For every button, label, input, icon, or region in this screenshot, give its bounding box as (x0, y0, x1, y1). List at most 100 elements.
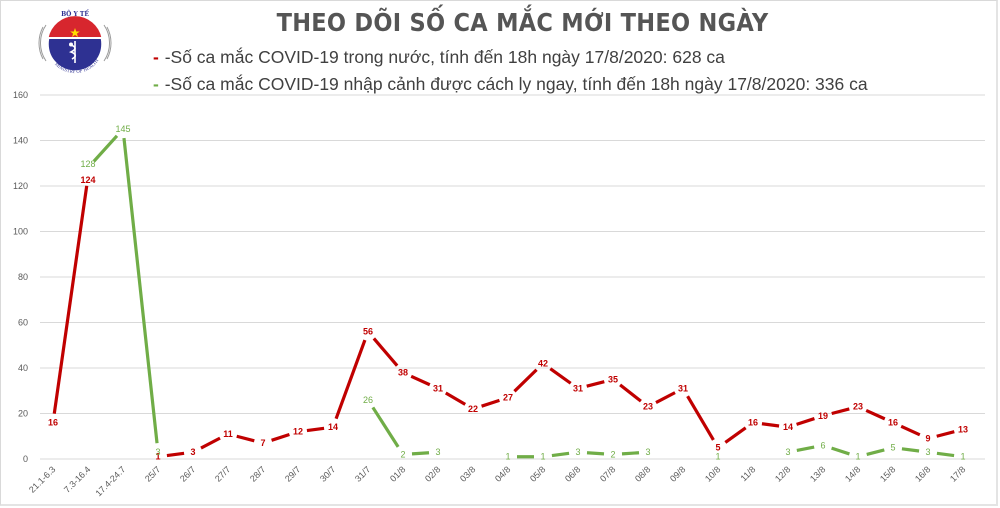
domestic-data-label: 14 (328, 422, 338, 432)
x-tick-label: 7.3-16.4 (62, 464, 92, 494)
imported-data-label: 2 (610, 449, 615, 459)
domestic-line-segment (619, 383, 642, 403)
legend-item-imported: - -Số ca mắc COVID-19 nhập cảnh được các… (153, 74, 868, 95)
domestic-line-segment (586, 380, 605, 388)
x-tick-label: 27/7 (213, 464, 232, 483)
imported-data-label: 2 (400, 449, 405, 459)
domestic-data-label: 19 (818, 411, 828, 421)
domestic-data-label: 11 (223, 429, 233, 439)
imported-line-segment (866, 448, 885, 457)
imported-data-label: 6 (820, 440, 825, 450)
domestic-data-label: 31 (573, 383, 583, 393)
imported-data-label: 5 (890, 443, 895, 453)
x-tick-label: 31/7 (353, 464, 372, 483)
imported-data-label: 3 (575, 447, 580, 457)
x-tick-label: 15/8 (878, 464, 897, 483)
imported-line-segment (122, 137, 159, 444)
x-tick-label: 06/8 (563, 464, 582, 483)
domestic-data-label: 5 (715, 443, 720, 453)
domestic-data-label: 13 (958, 424, 968, 434)
x-tick-label: 02/8 (423, 464, 442, 483)
chart-title: THEO DÕI SỐ CA MẮC MỚI THEO NGÀY (276, 8, 769, 37)
domestic-line-segment (236, 434, 255, 443)
y-tick-label: 80 (18, 272, 28, 282)
imported-line-segment (371, 406, 400, 448)
gridlines (40, 94, 985, 460)
x-tick-label: 05/8 (528, 464, 547, 483)
x-tick-label: 21.1-6.3 (27, 464, 57, 494)
y-tick-label: 20 (18, 409, 28, 419)
domestic-data-label: 16 (888, 418, 898, 428)
x-tick-label: 01/8 (388, 464, 407, 483)
imported-data-label: 1 (960, 452, 965, 462)
domestic-line-segment (549, 367, 572, 385)
imported-data-label: 3 (155, 447, 160, 457)
domestic-line-segment (372, 337, 399, 367)
imported-data-label: 3 (925, 447, 930, 457)
domestic-line-segment (481, 398, 500, 408)
domestic-line-segment (306, 426, 325, 433)
domestic-data-label: 38 (398, 368, 408, 378)
x-tick-label: 04/8 (493, 464, 512, 483)
imported-line-segment (901, 447, 920, 453)
domestic-data-label: 35 (608, 374, 618, 384)
domestic-data-label: 3 (190, 447, 195, 457)
x-tick-label: 09/8 (668, 464, 687, 483)
imported-data-label: 1 (855, 452, 860, 462)
domestic-line-segment (936, 430, 955, 438)
imported-data-label: 1 (715, 452, 720, 462)
imported-data-label: 3 (645, 447, 650, 457)
x-tick-label: 12/8 (773, 464, 792, 483)
imported-data-label: 3 (435, 447, 440, 457)
series-lines (52, 134, 955, 459)
x-tick-label: 17.4-24.7 (93, 464, 127, 498)
imported-line-segment (411, 451, 430, 456)
imported-data-label: 26 (363, 395, 373, 405)
x-tick-label: 08/8 (633, 464, 652, 483)
domestic-data-label: 12 (293, 427, 303, 437)
x-tick-label: 14/8 (843, 464, 862, 483)
x-tick-label: 16/8 (913, 464, 932, 483)
caduceus-icon (68, 41, 77, 63)
y-tick-label: 60 (18, 318, 28, 328)
x-tick-label: 28/7 (248, 464, 267, 483)
domestic-line-segment (444, 391, 467, 406)
y-tick-label: 160 (13, 90, 28, 100)
y-tick-label: 140 (13, 136, 28, 146)
domestic-line-segment (513, 368, 538, 393)
x-tick-label: 26/7 (178, 464, 197, 483)
legend-item-domestic: - -Số ca mắc COVID-19 trong nước, tính đ… (153, 47, 725, 68)
imported-line-segment (621, 451, 640, 456)
y-tick-label: 120 (13, 181, 28, 191)
legend-marker-domestic: - (153, 47, 164, 67)
domestic-data-label: 42 (538, 358, 548, 368)
ministry-of-health-logo: BỘ Y TẾ MINISTRY OF HEALTH (38, 10, 112, 74)
domestic-line-segment (686, 395, 715, 441)
imported-data-label: 3 (785, 447, 790, 457)
domestic-data-label: 14 (783, 422, 793, 432)
domestic-data-label: 23 (643, 402, 653, 412)
domestic-line-segment (166, 451, 185, 458)
domestic-data-label: 22 (468, 404, 478, 414)
x-tick-label: 07/8 (598, 464, 617, 483)
x-tick-label: 17/8 (948, 464, 967, 483)
x-tick-label: 11/8 (738, 464, 757, 483)
domestic-data-label: 16 (748, 418, 758, 428)
x-axis: 21.1-6.3 7.3-16.4 17.4-24.7 25/7 26/7 27/7 28/… (27, 464, 967, 498)
domestic-line-segment (271, 432, 290, 442)
x-tick-label: 30/7 (318, 464, 337, 483)
domestic-data-label: 7 (260, 438, 265, 448)
legend-marker-imported: - (153, 74, 164, 94)
domestic-line-segment (410, 374, 431, 387)
y-axis: 0 20 40 60 80 100 120 140 160 (13, 90, 28, 464)
x-tick-label: 13/8 (808, 464, 827, 483)
domestic-data-label: 23 (853, 402, 863, 412)
domestic-line-segment (796, 417, 815, 426)
domestic-data-label: 1 (155, 452, 160, 462)
imported-line-segment (936, 451, 955, 458)
legend-label-domestic: -Số ca mắc COVID-19 trong nước, tính đến… (164, 47, 725, 67)
domestic-line-segment (655, 391, 676, 404)
imported-line-segment (831, 446, 850, 456)
